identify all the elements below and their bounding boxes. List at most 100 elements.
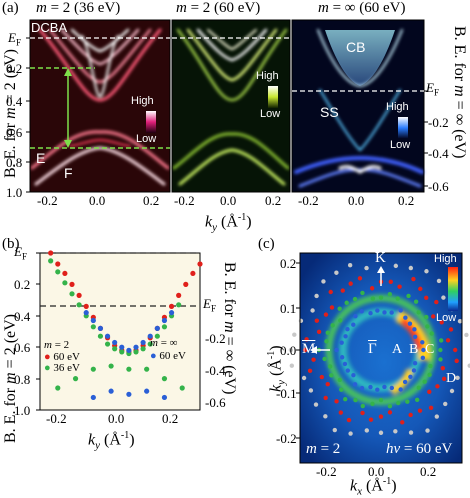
c-marker-ring3-5 <box>435 414 439 418</box>
c-marker-ring1-37 <box>425 324 429 328</box>
c-xtick-neg: -0.2 <box>316 464 337 480</box>
c-marker-ring2-37 <box>418 287 422 291</box>
c-marker-ring2-8 <box>408 413 412 417</box>
c-marker-ring2-0 <box>453 348 457 352</box>
c-marker-ring2-21 <box>311 357 315 361</box>
c-marker-ring1-22 <box>326 331 330 335</box>
c-marker-ring2-40 <box>431 314 435 318</box>
c-marker-ring2-29 <box>341 288 345 292</box>
c-marker-ring0-19 <box>343 334 347 338</box>
c-marker-ring3-15 <box>309 388 313 392</box>
c-marker-ring1-14 <box>343 397 347 401</box>
c-marker-ring2-38 <box>424 296 428 300</box>
c-marker-ring0-24 <box>368 311 372 315</box>
c-marker-ring3-32 <box>441 295 445 299</box>
c-marker-ring1-21 <box>324 339 328 343</box>
c-marker-ring0-11 <box>360 386 364 390</box>
c-marker-ring2-39 <box>434 300 438 304</box>
c-marker-ring3-29 <box>409 266 413 270</box>
c-marker-ring1-2 <box>428 364 432 368</box>
c-marker-ring0-4 <box>408 375 412 379</box>
c-marker-ring1-10 <box>379 398 383 402</box>
caption-m: m = 2 <box>306 441 340 458</box>
c-marker-ring3-13 <box>323 414 327 418</box>
c-marker-ring3-4 <box>443 402 447 406</box>
c-marker-ring0-10 <box>368 385 372 389</box>
c-marker-ring3-14 <box>314 402 318 406</box>
c-ytick-0.0: 0.0 <box>280 343 296 359</box>
c-marker-ring3-19 <box>292 333 296 337</box>
c-marker-ring2-11 <box>379 414 383 418</box>
c-marker-ring2-26 <box>324 312 328 316</box>
c-marker-ring3-17 <box>290 364 294 368</box>
label-gamma-bar: Γ <box>368 341 377 358</box>
c-marker-ring1-28 <box>360 291 364 295</box>
c-marker-ring0-12 <box>353 382 357 386</box>
c-marker-ring0-23 <box>360 309 364 313</box>
c-marker-ring2-5 <box>427 390 431 394</box>
c-marker-ring1-32 <box>396 296 400 300</box>
c-marker-ring3-8 <box>393 429 397 433</box>
c-marker-ring0-18 <box>339 340 343 344</box>
c-marker-ring0-7 <box>390 386 394 390</box>
c-marker-ring0-30 <box>408 321 412 325</box>
c-marker-ring1-1 <box>438 357 442 361</box>
c-marker-ring2-34 <box>389 280 393 284</box>
c-marker-ring3-12 <box>333 428 337 432</box>
c-xtick-pos: 0.2 <box>420 464 436 480</box>
c-marker-ring1-3 <box>427 373 431 377</box>
c-marker-ring1-27 <box>353 297 357 301</box>
c-marker-ring0-33 <box>420 340 424 344</box>
label-ring-b: B <box>409 342 418 358</box>
c-marker-ring1-33 <box>406 294 410 298</box>
c-marker-ring1-39 <box>439 338 443 342</box>
c-marker-ring0-27 <box>389 310 393 314</box>
c-marker-ring1-13 <box>353 398 357 402</box>
c-marker-ring3-25 <box>348 263 352 267</box>
c-marker-ring0-20 <box>345 327 349 331</box>
c-marker-ring0-9 <box>375 388 379 392</box>
c-marker-ring0-21 <box>351 323 355 327</box>
c-marker-ring0-28 <box>399 308 403 312</box>
c-marker-ring3-23 <box>321 279 325 283</box>
c-marker-ring3-16 <box>302 376 306 380</box>
c-marker-ring2-32 <box>370 286 374 290</box>
c-marker-ring1-25 <box>337 306 341 310</box>
c-marker-ring2-24 <box>317 330 321 334</box>
c-marker-ring2-14 <box>347 418 351 422</box>
c-marker-ring2-17 <box>323 396 327 400</box>
c-ytick--0.2: -0.2 <box>276 431 297 447</box>
c-marker-ring3-3 <box>450 389 454 393</box>
c-marker-ring1-30 <box>379 296 383 300</box>
label-k-bar: K <box>375 250 386 267</box>
c-marker-ring2-42 <box>449 327 453 331</box>
c-marker-ring0-2 <box>413 361 417 365</box>
c-marker-ring3-11 <box>348 431 352 435</box>
c-marker-ring0-8 <box>382 385 386 389</box>
c-marker-ring3-26 <box>364 266 368 270</box>
c-marker-ring3-22 <box>314 294 318 298</box>
c-marker-ring2-10 <box>388 410 392 414</box>
c-marker-ring1-5 <box>417 386 421 390</box>
c-marker-ring2-12 <box>369 417 373 421</box>
c-marker-ring3-10 <box>365 428 369 432</box>
c-marker-ring2-43 <box>446 338 450 342</box>
c-marker-ring0-31 <box>412 327 416 331</box>
c-marker-ring3-20 <box>299 319 303 323</box>
c-marker-ring2-25 <box>315 318 319 322</box>
c-marker-ring0-29 <box>403 316 407 320</box>
c-marker-ring2-13 <box>360 411 364 415</box>
c-marker-ring2-4 <box>435 384 439 388</box>
c-marker-ring1-4 <box>422 380 426 384</box>
c-marker-ring2-36 <box>411 277 415 281</box>
c-marker-ring1-0 <box>438 348 442 352</box>
c-marker-ring1-23 <box>330 323 334 327</box>
c-marker-ring0-26 <box>382 310 386 314</box>
c-marker-ring1-12 <box>361 404 365 408</box>
c-marker-ring0-17 <box>334 348 338 352</box>
label-ring-c: C <box>425 342 434 358</box>
c-marker-ring1-9 <box>388 404 392 408</box>
c-marker-ring2-30 <box>348 281 352 285</box>
c-marker-ring2-35 <box>397 285 401 289</box>
